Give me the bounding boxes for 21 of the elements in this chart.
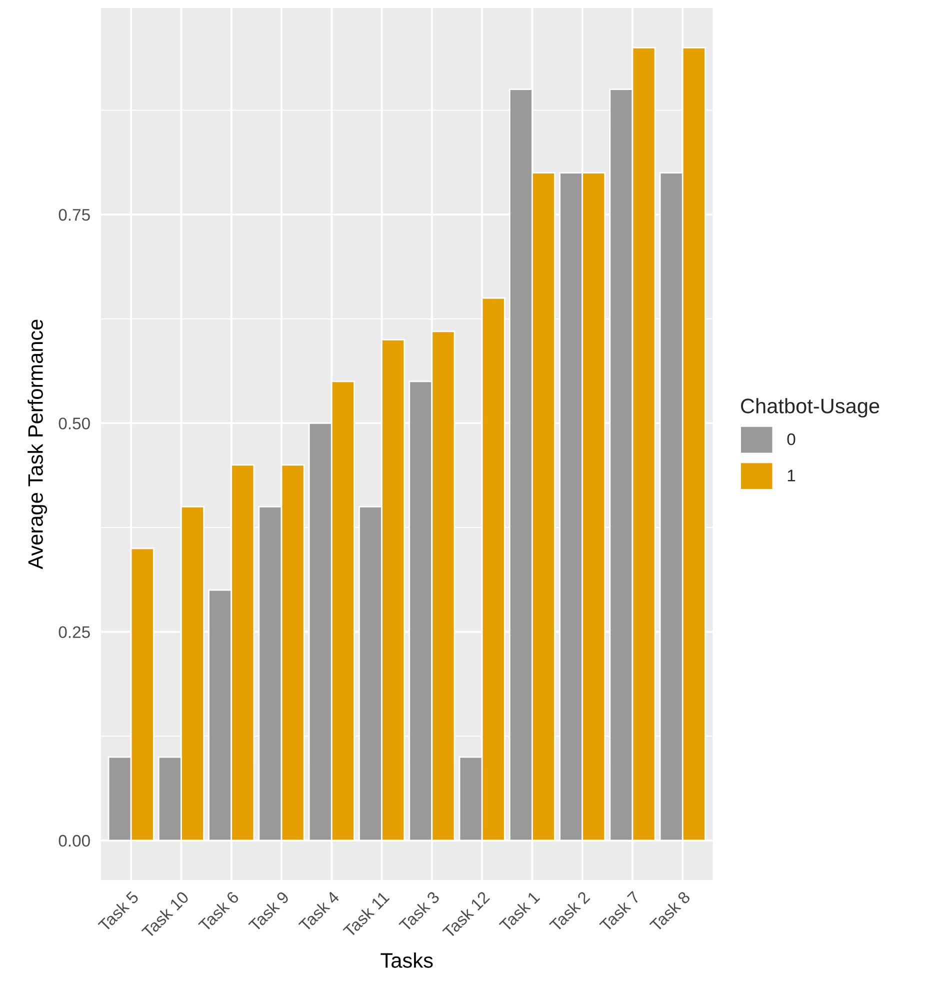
x-tick-label: Task 7 [598, 890, 641, 932]
y-tick-label: 0.25 [58, 626, 90, 638]
legend-label: 1 [788, 470, 796, 482]
x-tick-label: Task 2 [548, 890, 590, 932]
x-tick-label: Task 9 [248, 890, 290, 932]
x-tick-label: Task 4 [298, 890, 340, 932]
legend-title: Chatbot-Usage [741, 398, 880, 418]
y-tick-label: 0.00 [58, 834, 90, 847]
x-tick-label: Task 1 [498, 890, 540, 932]
y-tick-label: 0.50 [58, 418, 90, 430]
legend-label: 0 [787, 433, 796, 446]
x-tick-label: Task 8 [648, 890, 691, 932]
y-tick-label: 0.75 [58, 208, 90, 221]
x-tick-label: Task 12 [442, 890, 490, 939]
y-axis-title: Average Task Performance [28, 320, 48, 570]
x-tick-label: Task 11 [342, 890, 390, 938]
x-tick-label: Task 5 [97, 890, 140, 932]
x-axis-title: Tasks [380, 952, 433, 968]
x-tick-label: Task 3 [398, 890, 440, 932]
x-tick-label: Task 10 [140, 890, 190, 939]
x-tick-label: Task 6 [198, 890, 240, 932]
